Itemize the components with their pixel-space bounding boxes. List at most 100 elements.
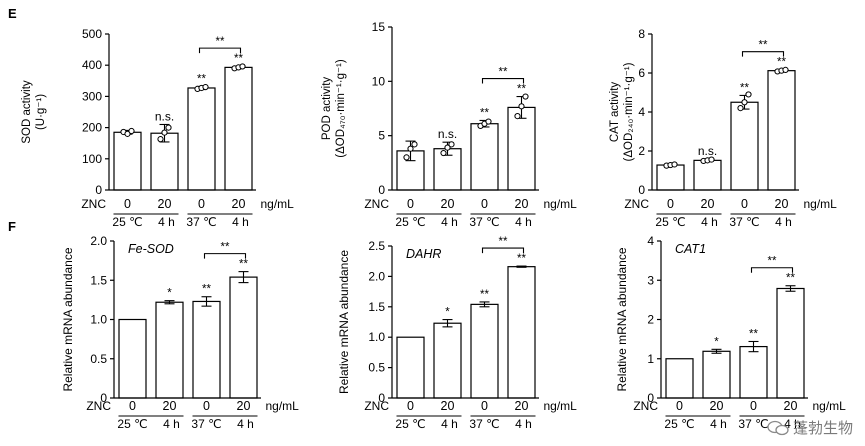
bar (470, 123, 499, 191)
bar (155, 301, 184, 399)
significance-label: ** (239, 259, 248, 271)
y-axis-label: CAT activity (609, 82, 621, 143)
group-time-label: 4 h (515, 215, 532, 229)
bar (776, 287, 805, 399)
y-tick-label: 3 (647, 273, 654, 287)
group-temp-label: 25 ℃ (655, 215, 685, 229)
bar (396, 336, 425, 399)
significance-label: * (445, 307, 450, 319)
significance-label: n.s. (155, 109, 174, 123)
y-tick-label: 2.0 (368, 269, 385, 283)
treatment-label: ZNC (86, 399, 111, 413)
bracket-label: ** (759, 40, 768, 52)
y-tick-label: 0 (647, 391, 654, 405)
group-time-label: 4 h (784, 417, 801, 431)
panel-label-f: F (8, 219, 16, 234)
y-tick-label: 2.5 (368, 239, 385, 253)
y-tick-label: 2 (647, 313, 654, 327)
group-time-label: 4 h (441, 417, 458, 431)
x-tick-label: 20 (163, 399, 177, 413)
chart-pod: 0 5 10 15 POD activity (ΔOD₄₇₀·min⁻¹·g⁻¹) n.s.… (321, 20, 577, 229)
treatment-label: ZNC (364, 399, 389, 413)
group-temp-label: 37 ℃ (191, 417, 221, 431)
treatment-label: ZNC (364, 197, 389, 211)
significance-label: n.s. (438, 127, 457, 141)
y-tick-label: 100 (82, 152, 102, 166)
treatment-label: ZNC (624, 197, 649, 211)
chart-title: Fe-SOD (128, 242, 174, 256)
data-point (128, 127, 135, 135)
significance-label: ** (749, 328, 758, 340)
bar (739, 345, 768, 399)
y-axis-label: Relative mRNA abundance (337, 250, 351, 394)
x-tick-label: 20 (515, 197, 529, 211)
dose-unit-label: ng/mL (266, 399, 300, 413)
watermark-text: 蓬勃生物 (792, 419, 853, 437)
data-point (407, 145, 414, 152)
chart-cat: 0 2 4 6 8 CAT activity (ΔOD₂₄₀·min⁻¹·g⁻¹) n.s. *… (609, 27, 837, 229)
x-tick-label: 0 (129, 399, 136, 413)
y-axis-unit: (U·g⁻¹) (35, 94, 47, 130)
x-tick-label: 20 (237, 399, 251, 413)
bar (507, 106, 536, 191)
group-temp-label: 37 ℃ (186, 215, 216, 229)
x-tick-label: 20 (441, 399, 455, 413)
y-tick-label: 1 (647, 352, 654, 366)
group-temp-label: 25 ℃ (112, 215, 142, 229)
y-axis-label: POD activity (321, 77, 333, 141)
x-tick-label: 0 (676, 399, 683, 413)
y-tick-label: 2 (638, 144, 645, 158)
data-point (671, 161, 678, 168)
y-axis-unit: (ΔOD₂₄₀·min⁻¹·g⁻¹) (623, 62, 635, 161)
data-point (444, 144, 451, 151)
x-tick-label: 0 (750, 399, 757, 413)
chart-fe-sod: 0 0.5 1.0 1.5 2.0 Relative mRNA abundance Fe-S… (61, 234, 299, 431)
dose-unit-label: ng/mL (544, 399, 578, 413)
significance-label: * (167, 288, 172, 300)
comparison-bracket (741, 51, 785, 57)
y-tick-label: 0 (378, 183, 385, 197)
data-point (708, 156, 715, 163)
y-tick-label: 1.0 (90, 313, 107, 327)
dose-unit-label: ng/mL (544, 197, 578, 211)
x-tick-label: 0 (481, 197, 488, 211)
significance-label: ** (517, 253, 526, 265)
bar (693, 159, 722, 191)
x-tick-label: 0 (741, 197, 748, 211)
y-tick-label: 4 (647, 234, 654, 248)
y-tick-label: 0 (638, 183, 645, 197)
bar (702, 350, 731, 399)
data-point (202, 83, 209, 91)
group-time-label: 4 h (237, 417, 254, 431)
bar (113, 131, 142, 191)
significance-label: * (714, 336, 719, 348)
bar (118, 318, 147, 399)
comparison-bracket (203, 253, 247, 259)
y-tick-label: 200 (82, 121, 102, 135)
group-temp-label: 37 ℃ (469, 417, 499, 431)
bar (507, 266, 536, 399)
comparison-bracket (481, 247, 525, 254)
group-time-label: 4 h (701, 215, 718, 229)
data-point (157, 136, 164, 143)
y-tick-label: 4 (638, 105, 645, 119)
x-tick-label: 0 (407, 399, 414, 413)
x-tick-label: 20 (232, 197, 246, 211)
x-tick-label: 0 (667, 197, 674, 211)
group-temp-label: 25 ℃ (395, 215, 425, 229)
significance-label: ** (786, 273, 795, 285)
group-time-label: 4 h (232, 215, 249, 229)
data-point (411, 141, 418, 148)
data-point (745, 91, 752, 98)
data-point (165, 124, 172, 131)
data-point (741, 99, 748, 106)
data-point (403, 154, 410, 161)
y-tick-label: 500 (82, 27, 102, 41)
data-point (239, 63, 246, 70)
x-tick-label: 20 (158, 197, 172, 211)
group-time-label: 4 h (775, 215, 792, 229)
x-tick-label: 20 (515, 399, 529, 413)
y-tick-label: 0 (100, 391, 107, 405)
y-tick-label: 0.5 (368, 361, 385, 375)
